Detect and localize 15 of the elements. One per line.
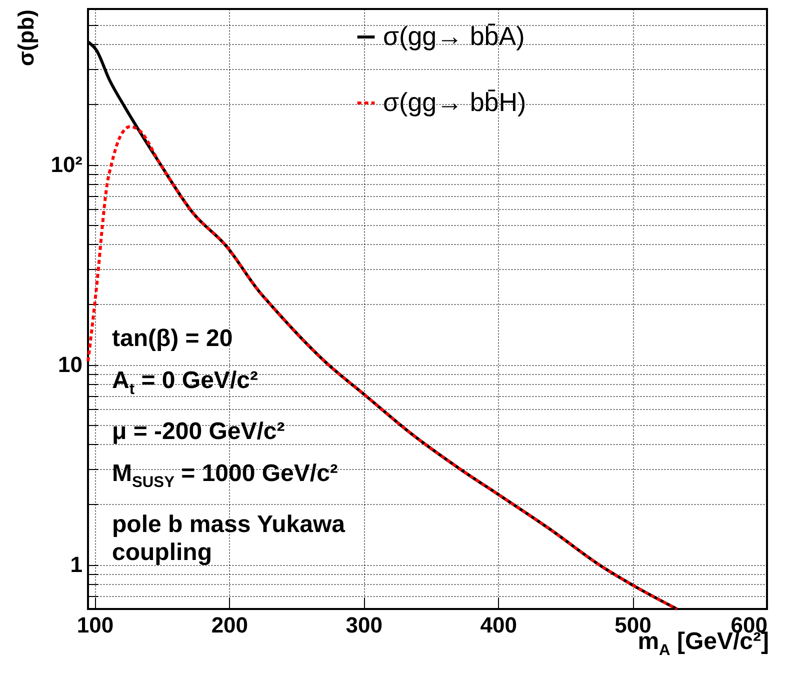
y-tick-label: 10² — [50, 152, 82, 178]
annotation: M$_{SUSY}$ = 1000 GeV/c² — [112, 460, 339, 493]
y-tick-label: 1 — [70, 552, 82, 578]
y-tick-label: 10 — [58, 352, 82, 378]
annotation: μ = -200 GeV/c² — [112, 418, 286, 446]
x-tick-label: 300 — [346, 612, 382, 638]
x-tick-label: 200 — [211, 612, 248, 638]
annotation: A$_{t}$ = 0 GeV/c² — [112, 367, 259, 400]
x-tick-label: 100 — [76, 612, 114, 638]
legend-label: σ(gg→ bb̄H) — [383, 87, 526, 117]
legend-label: σ(gg→ bb̄A) — [383, 21, 525, 51]
y-axis-title: σ(pb) — [14, 10, 39, 66]
annotation: tan(β) = 20 — [112, 325, 234, 353]
annotation: pole b mass Yukawa coupling — [112, 510, 346, 567]
x-tick-label: 400 — [480, 612, 517, 638]
